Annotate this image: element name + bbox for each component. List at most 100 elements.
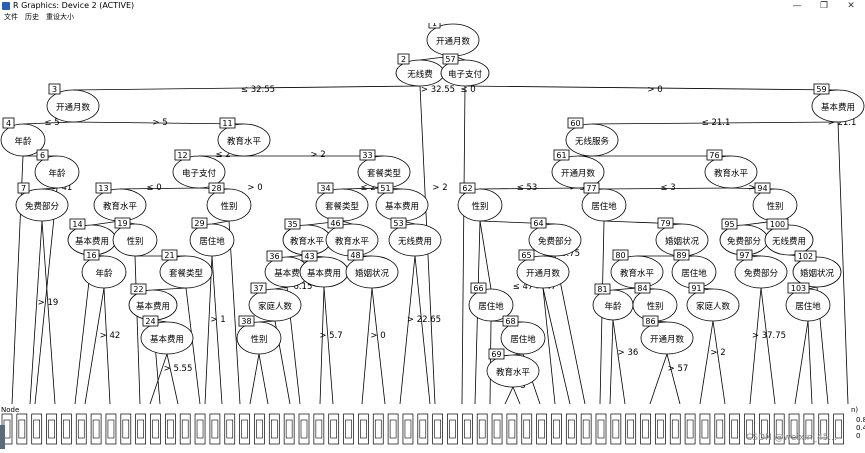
leaf-edge (167, 354, 178, 404)
node-label: 电子支付 (182, 168, 217, 179)
terminal-panel (507, 414, 517, 444)
split-label: ≤ 0 (460, 85, 475, 95)
terminal-panel (225, 414, 235, 444)
node-label: 无线费用 (772, 236, 806, 247)
node-label: 基本费用 (307, 268, 341, 279)
node-id: 6 (40, 151, 45, 160)
node-id: 34 (320, 184, 330, 193)
leaf-n-label: n) (851, 406, 858, 414)
terminal-panel (418, 414, 428, 444)
terminal-panel (284, 414, 294, 444)
terminal-panel (121, 414, 131, 444)
node-id: 57 (445, 55, 455, 64)
node-id: 12 (177, 151, 187, 160)
tree-node: 43 基本费用 (300, 251, 348, 287)
menu-history[interactable]: 历史 (25, 12, 39, 23)
split-label: > 0 (247, 183, 262, 193)
node-label: 基本费用 (385, 201, 419, 212)
split-label: > 1 (210, 315, 225, 325)
node-label: 年龄 (48, 168, 66, 179)
leaf-edge (838, 122, 848, 404)
terminal-panel (626, 414, 636, 444)
terminal-panel (210, 414, 220, 444)
leaf-edge (324, 287, 333, 404)
node-label: 居住地 (478, 301, 504, 312)
node-id: 64 (533, 219, 543, 228)
terminal-panel (685, 414, 695, 444)
terminal-panel (655, 414, 665, 444)
menu-file[interactable]: 文件 (4, 12, 18, 23)
node-id: 48 (350, 251, 360, 260)
menu-resize[interactable]: 重设大小 (46, 12, 74, 23)
node-id: 95 (724, 220, 734, 229)
node-id: 29 (194, 219, 204, 228)
watermark: CSDN @weixin_45... (746, 433, 837, 443)
close-button[interactable]: ✕ (842, 0, 860, 12)
node-id: 43 (304, 252, 314, 261)
terminal-panel (448, 414, 458, 444)
node-id: 84 (637, 284, 647, 293)
terminal-panel (403, 414, 413, 444)
tree-edge (153, 288, 186, 290)
node-id: 81 (597, 285, 607, 294)
split-label: > 42 (100, 331, 121, 341)
node-id: 37 (253, 284, 263, 293)
node-id: 22 (133, 285, 143, 294)
node-id: 28 (211, 184, 221, 193)
terminal-panel (700, 414, 710, 444)
menu-bar: 文件 历史 重设大小 (0, 12, 865, 23)
terminal-panel (462, 414, 472, 444)
node-id: 103 (791, 284, 806, 293)
split-label: > 37.75 (752, 331, 786, 341)
node-label: 性别 (126, 236, 143, 247)
split-label: ≤ 0 (146, 183, 161, 193)
tree-node: 94性别 (753, 183, 797, 221)
terminal-panel (358, 414, 368, 444)
leaf-edge (104, 288, 110, 404)
node-label: 无线服务 (575, 136, 610, 147)
r-app-icon (2, 2, 10, 10)
terminal-panel (32, 414, 42, 444)
leaf-axis-tick: 0.4 (856, 424, 865, 432)
leaf-edge (150, 354, 167, 404)
node-label: 年龄 (604, 301, 622, 312)
leaf-axis-tick: 0 (856, 432, 860, 440)
terminal-panel (151, 414, 161, 444)
terminal-panel (433, 414, 443, 444)
tree-node: 24基本费用 (141, 316, 193, 354)
tree-node: 38性别 (237, 316, 281, 354)
node-label: 基本费用 (136, 301, 170, 312)
leaf-edge (750, 288, 761, 404)
node-label: 套餐类型 (169, 268, 204, 279)
node-id: 97 (739, 251, 749, 260)
node-label: 家庭人数 (258, 301, 293, 312)
split-label: > 5 (152, 118, 167, 128)
node-id: 1 (432, 23, 437, 28)
node-label: 电子支付 (448, 69, 483, 80)
leaf-edge (212, 256, 222, 404)
node-label: 性别 (471, 201, 488, 212)
terminal-panel (254, 414, 264, 444)
terminal-panel (195, 414, 205, 444)
tree-nodes: 1开通月数2无线费3开通月数4年龄6年龄7免费部分11教育水平12电子支付13教… (1, 23, 864, 387)
node-id: 35 (287, 220, 297, 229)
terminal-panel (91, 414, 101, 444)
split-label: ≤ 5 (44, 118, 59, 128)
terminal-panel (477, 414, 487, 444)
maximize-button[interactable]: ❐ (815, 0, 833, 12)
node-id: 66 (473, 284, 483, 293)
terminal-panel (61, 414, 71, 444)
leaf-edge (362, 288, 372, 404)
leaf-edge (250, 354, 259, 404)
node-id: 76 (709, 151, 719, 160)
node-label: 居住地 (681, 268, 707, 279)
node-id: 86 (645, 317, 655, 326)
node-label: 开通月数 (650, 334, 685, 345)
terminal-panel (329, 414, 339, 444)
terminal-header: Node (1, 406, 19, 414)
terminal-panel (373, 414, 383, 444)
node-label: 基本费用 (821, 102, 855, 113)
minimize-button[interactable]: — (788, 0, 806, 12)
node-label: 性别 (250, 334, 267, 345)
tree-node: 86 开通月数 (641, 316, 693, 354)
